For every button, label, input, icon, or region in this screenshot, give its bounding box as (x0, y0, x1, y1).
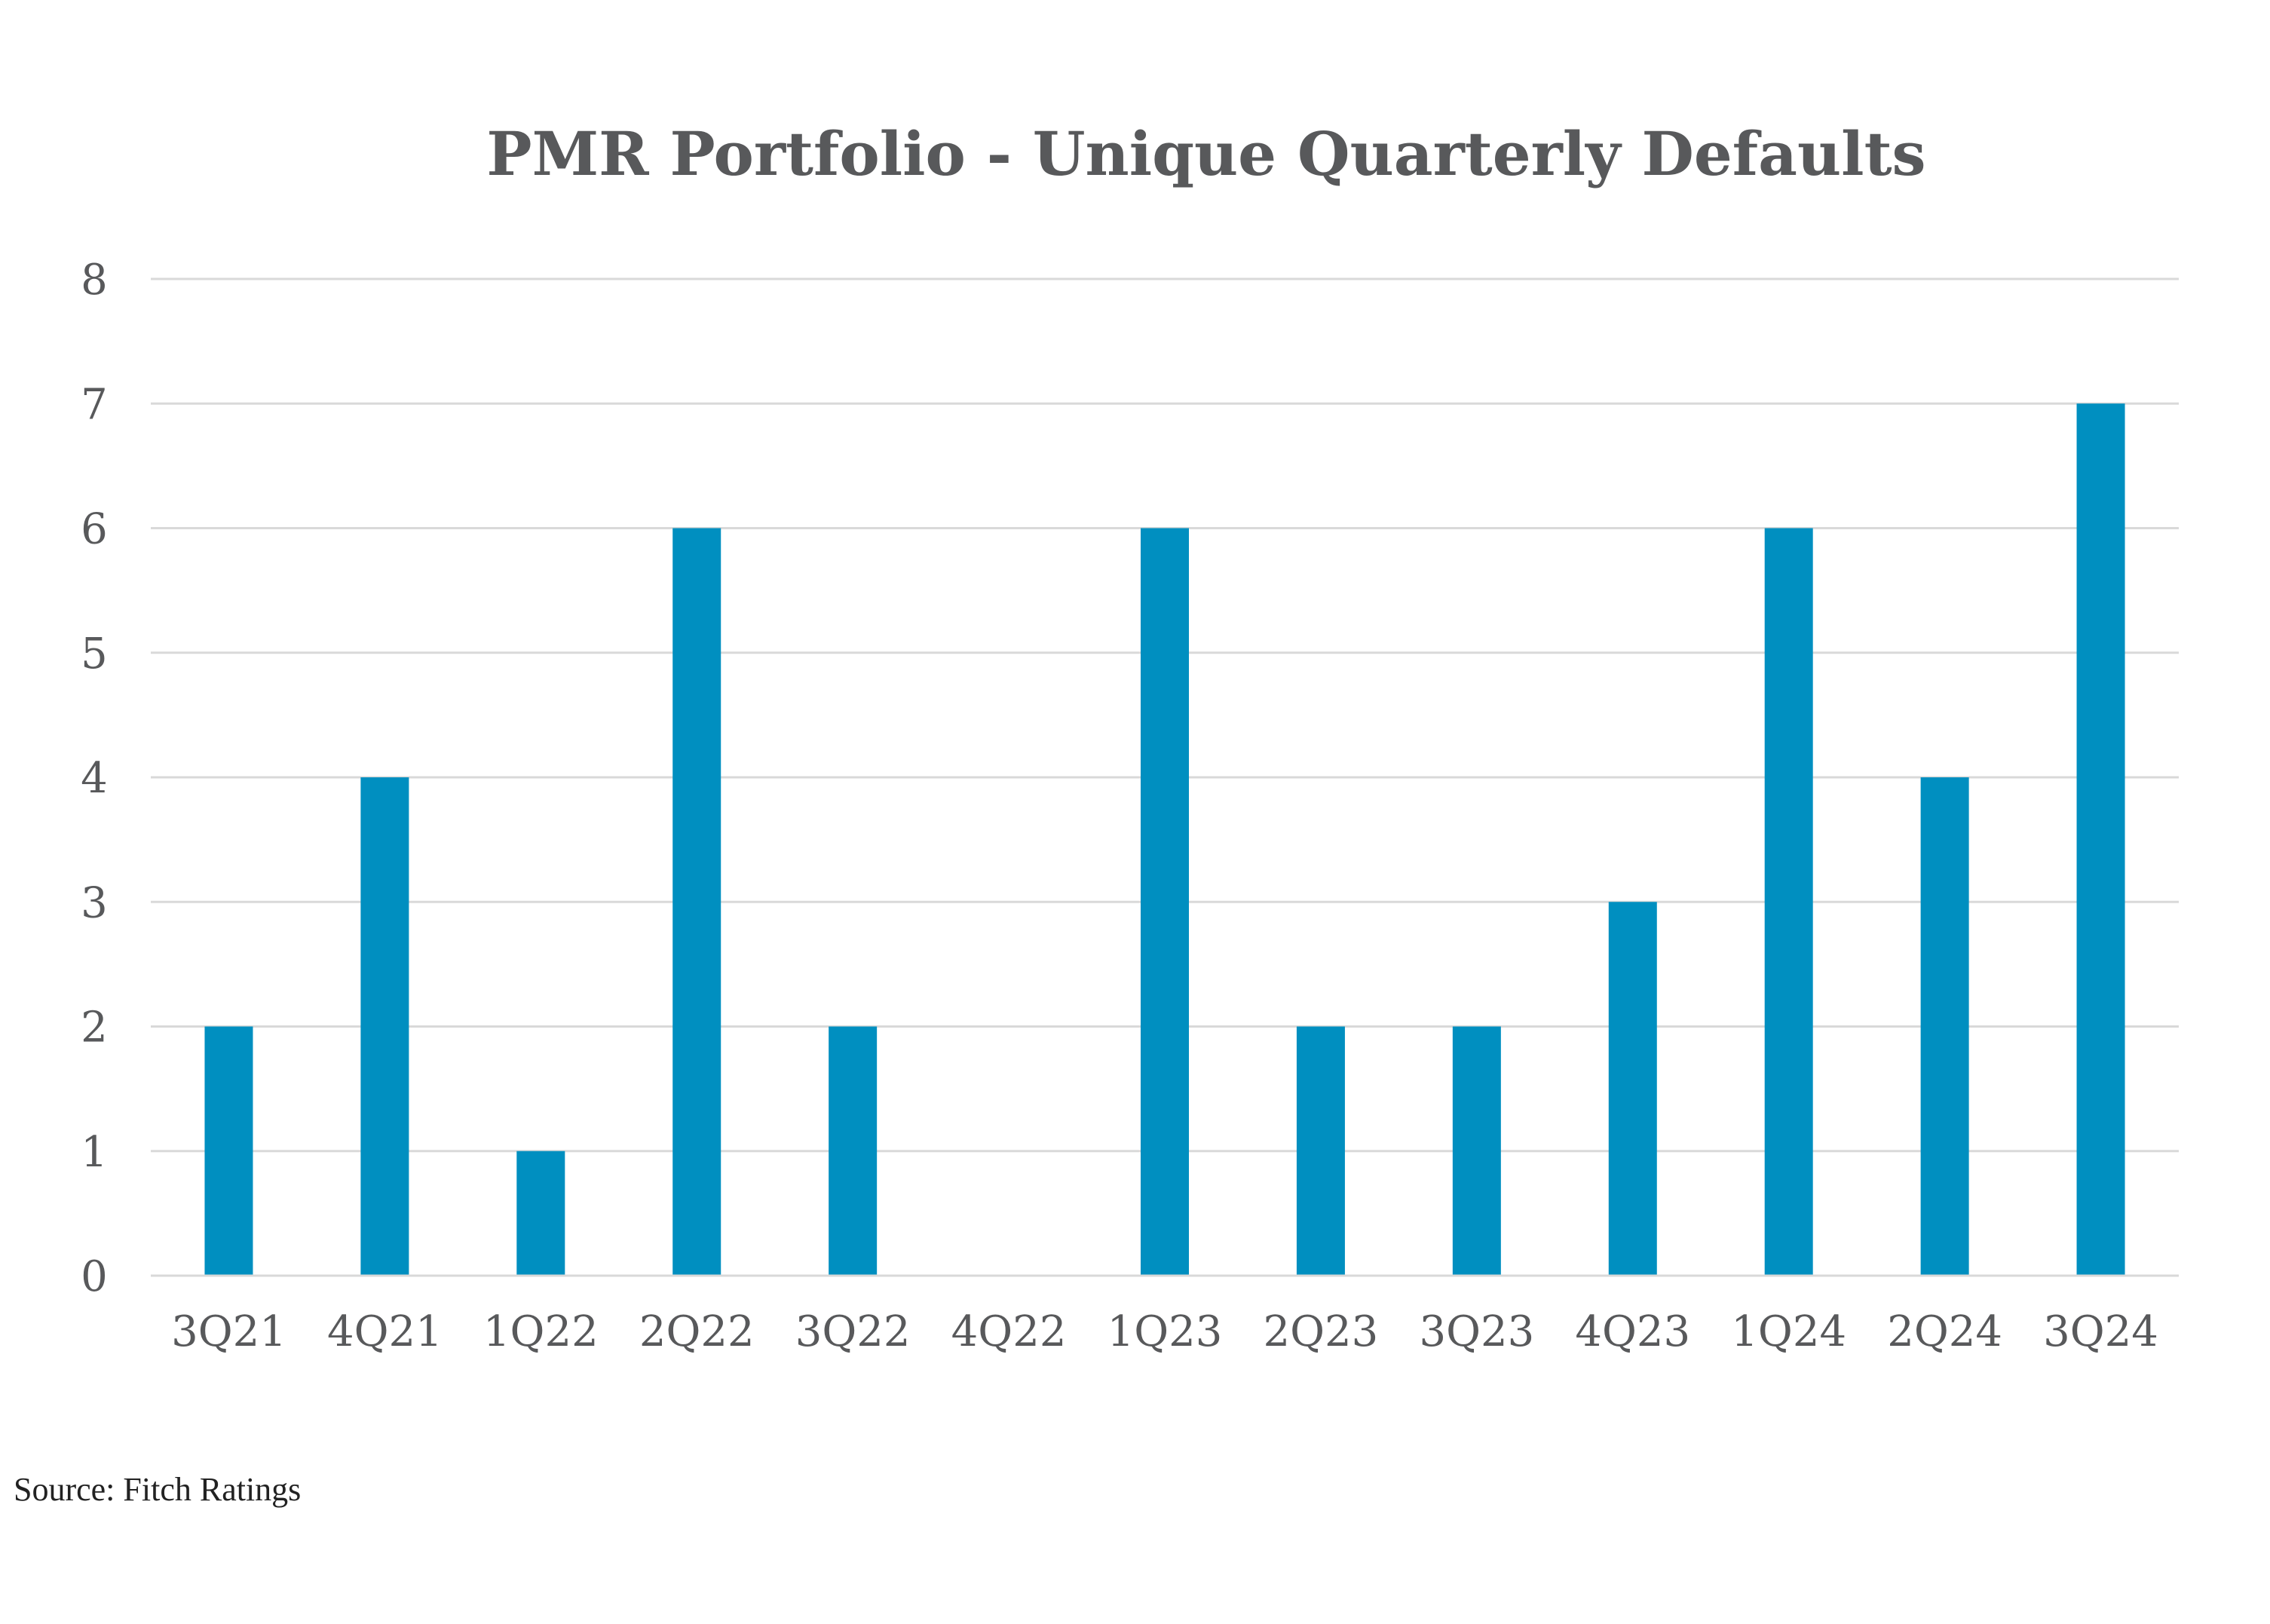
bar-1Q22 (516, 1151, 565, 1276)
y-tick-label: 3 (81, 878, 108, 927)
x-tick-label: 4Q22 (951, 1307, 1067, 1356)
y-tick-label: 1 (81, 1128, 108, 1177)
bars (151, 403, 2179, 1277)
x-tick-label: 4Q23 (1575, 1307, 1690, 1356)
x-tick-label: 1Q22 (483, 1307, 599, 1356)
x-tick-label: 3Q21 (171, 1307, 286, 1356)
y-axis-ticks: 0 1 2 3 4 5 6 7 8 (81, 256, 108, 1301)
bar-2Q24 (1920, 777, 1969, 1276)
bar-1Q24 (1764, 528, 1813, 1276)
x-tick-label: 1Q23 (1107, 1307, 1223, 1356)
x-tick-label: 4Q21 (327, 1307, 443, 1356)
x-tick-label: 3Q22 (795, 1307, 911, 1356)
bar-3Q22 (829, 1026, 878, 1276)
bar-2Q22 (672, 528, 721, 1276)
x-tick-label: 2Q24 (1887, 1307, 2002, 1356)
y-tick-label: 5 (81, 630, 108, 679)
source-note: Source: Fitch Ratings (14, 1471, 302, 1508)
bar-4Q21 (360, 777, 409, 1276)
y-tick-label: 8 (81, 256, 108, 305)
x-axis-ticks: 3Q21 4Q21 1Q22 2Q22 3Q22 4Q22 1Q23 2Q23 3Q23 4Q23… (171, 1307, 2158, 1356)
x-tick-label: 1Q24 (1731, 1307, 1846, 1356)
bar-2Q23 (1296, 1026, 1345, 1276)
x-tick-label: 2Q23 (1264, 1307, 1379, 1356)
y-tick-label: 6 (81, 505, 108, 554)
chart-title: PMR Portfolio - Unique Quarterly Default… (486, 118, 1925, 189)
bar-3Q24 (2076, 403, 2125, 1276)
bar-3Q23 (1452, 1026, 1501, 1276)
x-tick-label: 2Q22 (639, 1307, 755, 1356)
x-tick-label: 3Q23 (1419, 1307, 1534, 1356)
x-tick-label: 3Q24 (2043, 1307, 2158, 1356)
y-tick-label: 2 (81, 1004, 108, 1053)
y-tick-label: 4 (81, 754, 108, 803)
bar-4Q23 (1608, 902, 1657, 1276)
bar-3Q21 (204, 1026, 253, 1276)
y-tick-label: 7 (81, 380, 108, 429)
y-tick-label: 0 (81, 1252, 108, 1301)
bar-1Q23 (1141, 528, 1189, 1276)
